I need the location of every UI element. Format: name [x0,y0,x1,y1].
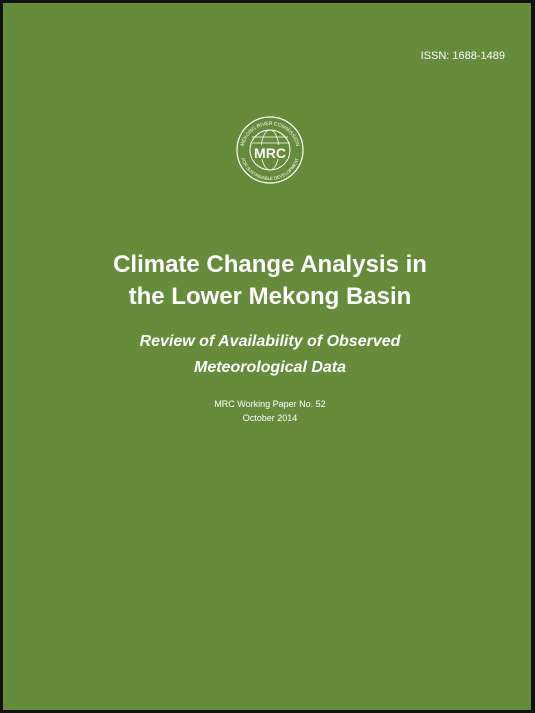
title-line: the Lower Mekong Basin [129,283,412,310]
logo-band [252,145,288,159]
series: MRC Working Paper No. 52 [214,399,325,409]
issn: ISSN: 1688-1489 [421,50,505,62]
cover-background [3,3,531,710]
logo-acronym: MRC [254,145,286,161]
subtitle-line: Meteorological Data [194,359,346,376]
subtitle-line: Review of Availability of Observed [140,333,402,350]
logo-ring [236,116,304,184]
date: October 2014 [243,413,298,423]
title-line: Climate Change Analysis in [113,251,427,278]
